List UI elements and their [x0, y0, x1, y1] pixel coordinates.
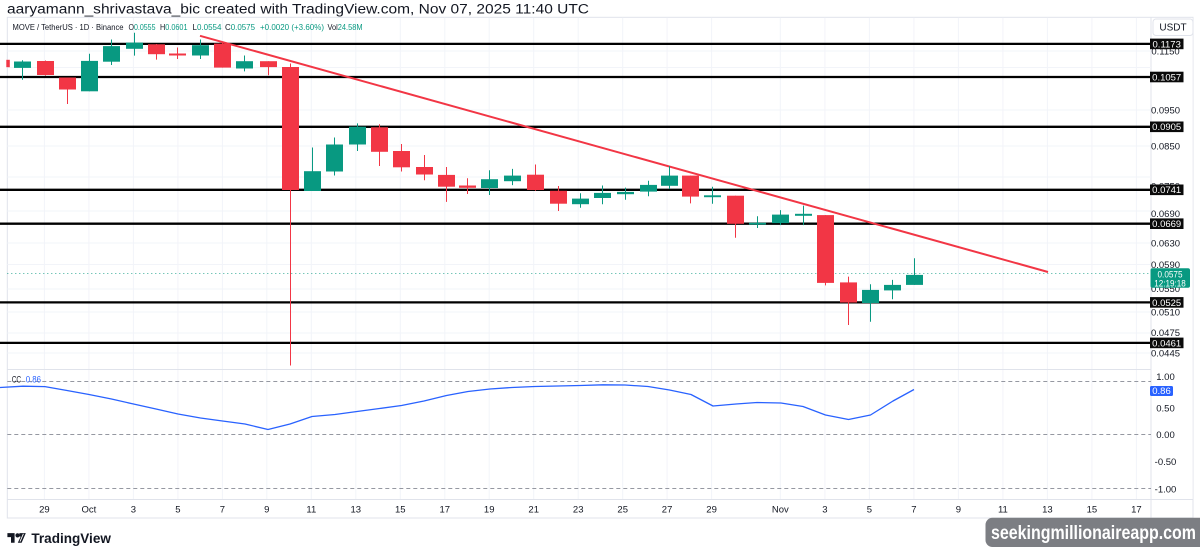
svg-text:Nov: Nov [772, 504, 789, 515]
svg-text:0.1173: 0.1173 [1153, 39, 1181, 50]
svg-text:0.86: 0.86 [26, 374, 41, 385]
svg-text:0.50: 0.50 [1156, 403, 1175, 414]
svg-text:11: 11 [998, 504, 1008, 515]
svg-text:0.00: 0.00 [1156, 430, 1175, 441]
svg-text:17: 17 [440, 504, 451, 515]
svg-text:23: 23 [573, 504, 584, 515]
svg-text:Vol24.58M: Vol24.58M [328, 22, 363, 32]
svg-text:0.0950: 0.0950 [1151, 105, 1180, 116]
svg-text:+0.0020 (+3.60%): +0.0020 (+3.60%) [260, 22, 324, 32]
svg-text:L0.0554: L0.0554 [193, 22, 222, 32]
svg-text:5: 5 [175, 504, 180, 515]
svg-text:0.0630: 0.0630 [1151, 238, 1180, 249]
svg-text:0.0575: 0.0575 [1158, 269, 1183, 280]
svg-text:H0.0601: H0.0601 [160, 22, 188, 32]
svg-text:9: 9 [264, 504, 269, 515]
svg-text:MOVE / TetherUS · 1D · Binance: MOVE / TetherUS · 1D · Binance [13, 22, 124, 32]
svg-text:3: 3 [822, 504, 827, 515]
svg-text:O0.0555: O0.0555 [129, 22, 156, 32]
svg-text:0.1057: 0.1057 [1152, 72, 1181, 83]
svg-text:0.0461: 0.0461 [1152, 338, 1181, 349]
svg-text:CC: CC [12, 374, 22, 385]
svg-text:7: 7 [220, 504, 225, 515]
svg-text:0.1150: 0.1150 [1151, 47, 1179, 58]
svg-text:29: 29 [39, 504, 50, 515]
svg-text:TradingView: TradingView [31, 531, 111, 546]
svg-text:1.00: 1.00 [1156, 372, 1175, 383]
svg-text:0.0850: 0.0850 [1151, 141, 1180, 152]
svg-text:13: 13 [351, 504, 362, 515]
svg-text:-1.00: -1.00 [1155, 485, 1177, 496]
svg-text:29: 29 [706, 504, 717, 515]
svg-text:9: 9 [956, 504, 961, 515]
svg-text:7: 7 [911, 504, 916, 515]
svg-text:C0.0575: C0.0575 [225, 22, 255, 32]
svg-text:15: 15 [395, 504, 406, 515]
svg-text:aaryamann_shrivastava_bic crea: aaryamann_shrivastava_bic created with T… [7, 2, 589, 17]
svg-text:seekingmillionaireapp.com: seekingmillionaireapp.com [991, 523, 1196, 544]
svg-text:11: 11 [306, 504, 316, 515]
svg-text:0.0475: 0.0475 [1151, 328, 1180, 339]
svg-text:0.0905: 0.0905 [1152, 122, 1181, 133]
svg-text:5: 5 [867, 504, 872, 515]
svg-text:-0.50: -0.50 [1155, 457, 1177, 468]
svg-text:0.0445: 0.0445 [1151, 348, 1180, 359]
svg-text:13: 13 [1042, 504, 1053, 515]
svg-text:0.0669: 0.0669 [1152, 219, 1181, 230]
svg-text:27: 27 [662, 504, 673, 515]
svg-text:USDT: USDT [1159, 23, 1186, 34]
svg-text:25: 25 [617, 504, 628, 515]
svg-text:0.0741: 0.0741 [1152, 185, 1181, 196]
svg-text:0.0690: 0.0690 [1151, 209, 1180, 220]
svg-text:15: 15 [1087, 504, 1098, 515]
svg-text:0.86: 0.86 [1152, 386, 1171, 397]
svg-text:17: 17 [1131, 504, 1142, 515]
svg-text:12:19:18: 12:19:18 [1154, 278, 1186, 289]
svg-text:Oct: Oct [82, 504, 97, 515]
svg-text:0.0550: 0.0550 [1151, 284, 1180, 295]
svg-text:21: 21 [528, 504, 539, 515]
svg-text:19: 19 [484, 504, 495, 515]
svg-text:0.0590: 0.0590 [1151, 260, 1180, 271]
svg-text:0.0510: 0.0510 [1151, 307, 1180, 318]
svg-text:3: 3 [131, 504, 136, 515]
svg-text:0.0525: 0.0525 [1152, 298, 1181, 309]
